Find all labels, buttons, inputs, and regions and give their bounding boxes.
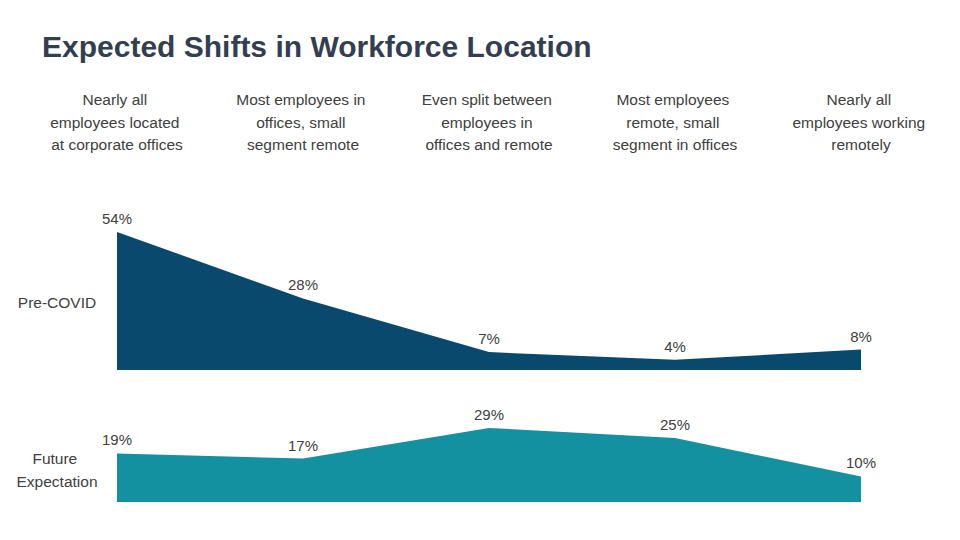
text-line: Nearly all xyxy=(827,91,896,108)
x-tick-label: Nearly all employees working remotely xyxy=(793,91,930,153)
series-label: Future Expectation xyxy=(17,450,98,490)
text-line: offices, small xyxy=(256,114,350,131)
text-line: remote, small xyxy=(626,114,723,131)
chart: Expected Shifts in Workforce Location Nea… xyxy=(0,0,960,540)
x-tick-label: Most employees in offices, small segment… xyxy=(236,91,370,153)
series-label: Pre-COVID xyxy=(18,294,96,311)
data-label: 28% xyxy=(288,276,318,293)
data-label: 54% xyxy=(102,210,132,227)
text-line: segment remote xyxy=(247,136,359,153)
text-line: employees working xyxy=(793,114,930,131)
text-line: employees in xyxy=(441,114,537,131)
x-axis: Nearly all employees located at corporat… xyxy=(50,91,929,153)
x-tick-label: Most employees remote, small segment in … xyxy=(613,91,738,153)
x-tick-label: Nearly all employees located at corporat… xyxy=(50,91,184,153)
title: Expected Shifts in Workforce Location xyxy=(42,30,592,63)
text-line: Even split between xyxy=(422,91,556,108)
text-line: Future xyxy=(32,450,81,467)
text-line: Most employees xyxy=(616,91,733,108)
plot-area xyxy=(117,232,861,370)
text-line: offices and remote xyxy=(425,136,552,153)
text-line: Expectation xyxy=(17,473,98,490)
plot-area xyxy=(117,428,861,502)
data-label: 10% xyxy=(846,454,876,471)
data-label: 25% xyxy=(660,416,690,433)
area xyxy=(117,232,861,370)
area xyxy=(117,428,861,502)
data-label: 17% xyxy=(288,437,318,454)
text-line: Nearly all xyxy=(83,91,152,108)
data-label: 29% xyxy=(474,406,504,423)
text-line: Pre-COVID xyxy=(18,294,96,311)
text-line: Most employees in xyxy=(236,91,370,108)
text-line: segment in offices xyxy=(613,136,738,153)
text-line: at corporate offices xyxy=(51,136,183,153)
data-label: 7% xyxy=(478,330,500,347)
text-line: remotely xyxy=(831,136,891,153)
text-line: employees located xyxy=(50,114,184,131)
data-label: 19% xyxy=(102,431,132,448)
x-tick-label: Even split between employees in offices … xyxy=(422,91,556,153)
data-label: 4% xyxy=(664,338,686,355)
data-label: 8% xyxy=(850,328,872,345)
